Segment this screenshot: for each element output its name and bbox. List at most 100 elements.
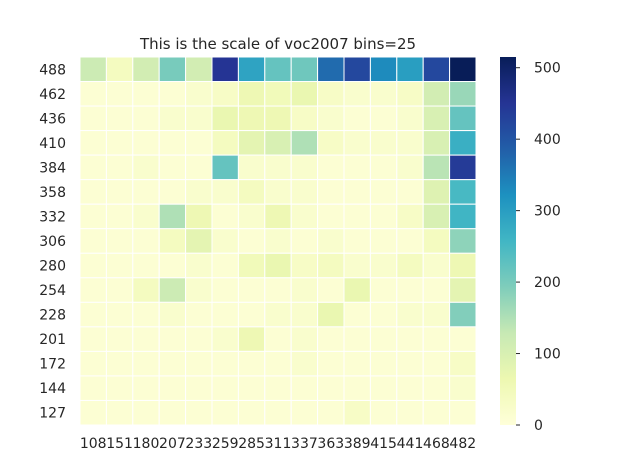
- heatmap-cell: [79, 81, 107, 107]
- heatmap-cell: [343, 203, 371, 230]
- heatmap-cell: [79, 252, 107, 279]
- heatmap-cell: [449, 56, 477, 83]
- heatmap-cell: [396, 301, 424, 328]
- heatmap-cell: [422, 375, 451, 401]
- heatmap-cell: [396, 56, 424, 83]
- heatmap-cell: [422, 326, 451, 352]
- x-tick-label: 108: [80, 436, 107, 452]
- heatmap-cell: [79, 277, 107, 303]
- heatmap-cell: [132, 228, 160, 254]
- heatmap-cell: [79, 203, 107, 230]
- heatmap-cell: [264, 130, 292, 156]
- heatmap-cell: [449, 301, 477, 328]
- heatmap-cell: [449, 228, 477, 254]
- heatmap-cell: [264, 179, 292, 205]
- heatmap-cell: [211, 228, 239, 254]
- y-tick-label: 436: [39, 111, 66, 127]
- heatmap-cell: [449, 179, 477, 205]
- heatmap-cell: [158, 350, 187, 377]
- heatmap-cell: [105, 399, 134, 426]
- heatmap-cell: [343, 81, 371, 107]
- heatmap-cell: [237, 130, 266, 156]
- heatmap-cell: [369, 375, 398, 401]
- heatmap-cell: [211, 375, 239, 401]
- heatmap-cell: [211, 277, 239, 303]
- heatmap-cell: [211, 326, 239, 352]
- heatmap-cell: [185, 228, 213, 254]
- colorbar-tick-label: 0: [534, 418, 543, 434]
- heatmap-cell: [158, 203, 187, 230]
- heatmap-cell: [105, 56, 134, 83]
- heatmap-cell: [158, 277, 187, 303]
- heatmap-cell: [396, 179, 424, 205]
- heatmap-cell: [449, 252, 477, 279]
- heatmap-cell: [396, 277, 424, 303]
- heatmap-cell: [290, 277, 319, 303]
- heatmap-cell: [237, 81, 266, 107]
- y-tick-label: 488: [39, 62, 66, 78]
- heatmap-cell: [264, 203, 292, 230]
- heatmap-cell: [422, 399, 451, 426]
- heatmap-cell: [422, 277, 451, 303]
- x-tick-label: 363: [317, 436, 344, 452]
- heatmap-cell: [317, 350, 345, 377]
- heatmap-cell: [343, 154, 371, 181]
- heatmap-cell: [369, 252, 398, 279]
- heatmap-cell: [185, 154, 213, 181]
- heatmap-cell: [158, 252, 187, 279]
- heatmap-cell: [422, 130, 451, 156]
- heatmap-cell: [396, 375, 424, 401]
- heatmap-cell: [343, 252, 371, 279]
- heatmap-cell: [396, 228, 424, 254]
- heatmap-cell: [158, 81, 187, 107]
- heatmap-cell: [422, 56, 451, 83]
- heatmap-cell: [422, 179, 451, 205]
- x-tick-label: 468: [423, 436, 450, 452]
- heatmap-cell: [105, 154, 134, 181]
- heatmap-cell: [105, 277, 134, 303]
- heatmap-cell: [343, 105, 371, 132]
- heatmap-cell: [290, 228, 319, 254]
- heatmap-cell: [105, 105, 134, 132]
- heatmap-cell: [237, 154, 266, 181]
- colorbar-tick-label: 400: [534, 132, 561, 148]
- heatmap-cell: [237, 179, 266, 205]
- heatmap-cell: [422, 81, 451, 107]
- heatmap-cell: [317, 301, 345, 328]
- y-tick-label: 410: [39, 136, 66, 152]
- heatmap-cell: [369, 179, 398, 205]
- heatmap-cell: [343, 277, 371, 303]
- heatmap-cell: [264, 228, 292, 254]
- heatmap-cell: [449, 81, 477, 107]
- colorbar-tick-label: 200: [534, 275, 561, 291]
- heatmap-cell: [290, 375, 319, 401]
- heatmap-cell: [211, 301, 239, 328]
- x-tick-labels: 108 151 180 207 233 259 285 311 337 363 389 415 441 4…: [80, 436, 476, 452]
- heatmap-cell: [185, 301, 213, 328]
- heatmap-cell: [369, 81, 398, 107]
- heatmap-cell: [396, 130, 424, 156]
- y-tick-label: 201: [39, 332, 66, 348]
- colorbar-tick-labels: 0 100 200 300 400 500: [516, 61, 561, 434]
- heatmap-cell: [317, 130, 345, 156]
- heatmap-cell: [290, 130, 319, 156]
- heatmap-cell: [158, 105, 187, 132]
- heatmap-cell: [264, 399, 292, 426]
- heatmap-cell: [79, 228, 107, 254]
- x-tick-label: 389: [344, 436, 371, 452]
- x-tick-label: 482: [449, 436, 476, 452]
- heatmap-cell: [237, 375, 266, 401]
- heatmap-cell: [132, 252, 160, 279]
- heatmap-cell: [290, 56, 319, 83]
- heatmap-cell: [132, 375, 160, 401]
- heatmap-cell: [185, 105, 213, 132]
- heatmap-cell: [343, 56, 371, 83]
- heatmap-cell: [79, 326, 107, 352]
- heatmap-cell: [396, 105, 424, 132]
- heatmap-cell: [396, 399, 424, 426]
- heatmap-cell: [185, 81, 213, 107]
- heatmap-cell: [79, 350, 107, 377]
- heatmap-cell: [79, 375, 107, 401]
- heatmap-cell: [343, 375, 371, 401]
